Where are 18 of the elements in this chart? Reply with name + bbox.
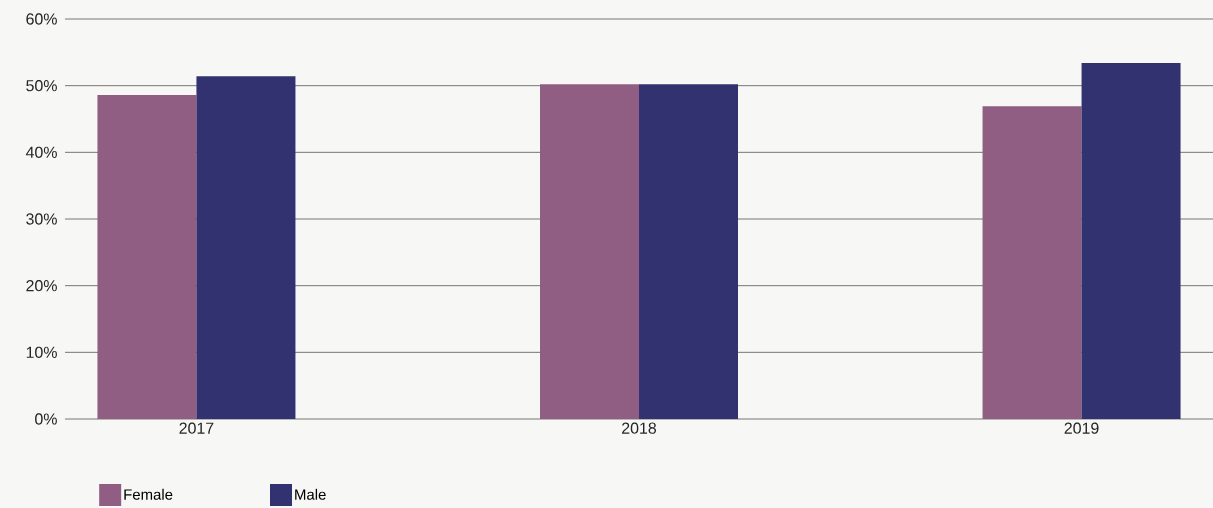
x-tick-label: 2018 (622, 422, 657, 434)
y-tick-label: 30% (26, 213, 57, 225)
y-tick-label: 40% (25, 146, 57, 158)
y-tick-label: 0% (35, 413, 57, 425)
legend-label: Male (295, 488, 326, 500)
bar (97, 95, 197, 419)
bar (982, 106, 1082, 419)
x-tick-label: 2017 (179, 422, 214, 434)
bar (1081, 63, 1181, 419)
bar (540, 84, 639, 419)
x-tick-label: 2019 (1064, 422, 1099, 434)
y-tick-label: 50% (26, 80, 57, 92)
bar (639, 84, 738, 419)
y-tick-label: 10% (26, 346, 57, 358)
y-tick-label: 20% (26, 280, 57, 292)
y-tick-label: 60% (26, 13, 57, 25)
legend-label: Female (124, 488, 173, 500)
bar (196, 76, 296, 419)
